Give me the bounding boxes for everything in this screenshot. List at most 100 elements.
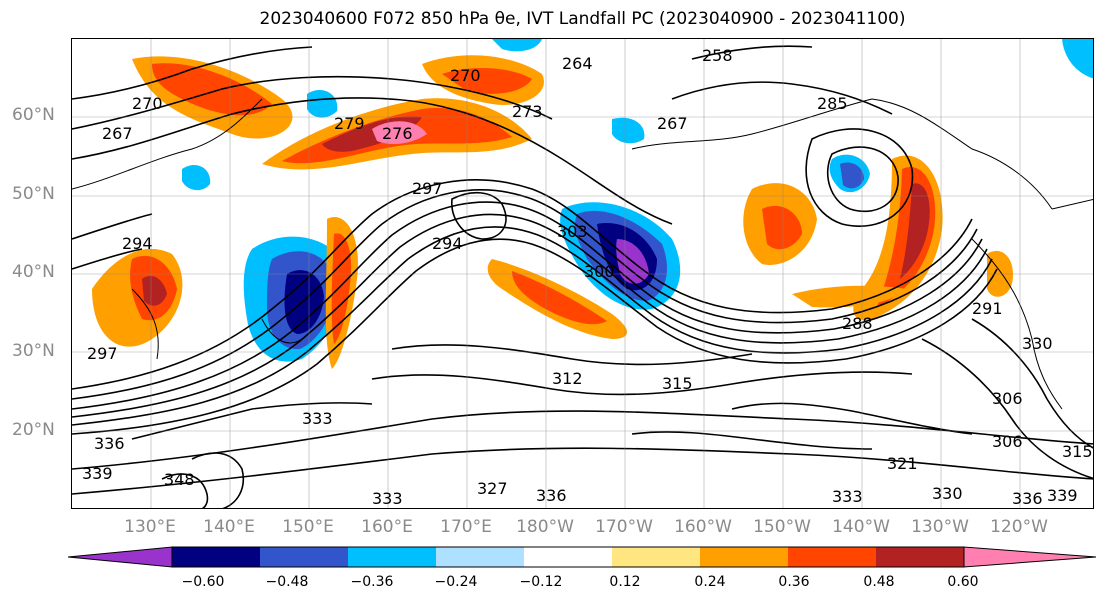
- contour-labels: 264 258 273 285 267 270 279 276 267 270 …: [82, 46, 1093, 508]
- warm-anomaly-blob: [152, 63, 272, 116]
- contour-label: 270: [450, 66, 481, 85]
- contour-label: 339: [1047, 486, 1078, 505]
- contour-label: 267: [102, 124, 133, 143]
- contour-label: 294: [432, 234, 463, 253]
- contour-label: 306: [992, 432, 1023, 451]
- warm-anomaly-blob: [900, 183, 930, 279]
- contour-label: 330: [1022, 334, 1053, 353]
- contour-label: 273: [512, 102, 543, 121]
- warm-anomaly-blob: [762, 205, 802, 250]
- colorbar-tick-label: −0.36: [350, 574, 394, 590]
- contour-label: 303: [557, 222, 588, 241]
- contour-label: 270: [132, 94, 163, 113]
- map-title: 2023040600 F072 850 hPa θe, IVT Landfall…: [259, 9, 906, 29]
- contour-label: 333: [372, 489, 403, 508]
- lon-label: 170°E: [440, 517, 492, 537]
- contour-label: 288: [842, 314, 873, 333]
- contour-label: 279: [334, 114, 365, 133]
- lon-label: 150°E: [282, 517, 334, 537]
- colorbar-segment: [260, 547, 349, 567]
- colorbar-segment: [612, 547, 701, 567]
- lon-label: 180°W: [516, 517, 574, 537]
- colorbar-segment: [788, 547, 877, 567]
- warm-anomaly-blob: [792, 285, 907, 308]
- cold-anomaly-blob: [307, 90, 338, 118]
- contour-label: 264: [562, 54, 593, 73]
- warm-anomaly-blob: [142, 275, 167, 306]
- colorbar-segment: [876, 547, 965, 567]
- contour-label: 333: [832, 487, 863, 506]
- lon-label: 120°W: [990, 517, 1048, 537]
- colorbar-segment: [524, 547, 613, 567]
- contour-label: 321: [887, 454, 918, 473]
- map-svg: 264 258 273 285 267 270 279 276 267 270 …: [72, 39, 1093, 508]
- contour-label: 312: [552, 369, 583, 388]
- coastlines: [72, 98, 1093, 410]
- contour-label: 306: [992, 389, 1023, 408]
- lon-label: 140°E: [203, 517, 255, 537]
- colorbar-tick-label: 0.24: [694, 574, 726, 590]
- lon-label: 160°W: [674, 517, 732, 537]
- colorbar-tick-label: −0.60: [181, 574, 225, 590]
- contour-label: 339: [82, 464, 113, 483]
- colorbar-segment: [436, 547, 525, 567]
- lat-label: 60°N: [12, 105, 55, 125]
- contour-label: 315: [662, 374, 693, 393]
- contour-label: 276: [382, 124, 413, 143]
- lon-label: 170°W: [595, 517, 653, 537]
- map-panel: 264 258 273 285 267 270 279 276 267 270 …: [71, 38, 1094, 509]
- contour-label: 285: [817, 94, 848, 113]
- cold-anomaly-blob: [1062, 39, 1093, 79]
- contour-label: 297: [87, 344, 118, 363]
- cold-anomaly-blob: [182, 164, 211, 191]
- colorbar-segment: [700, 547, 789, 567]
- contour-label: 327: [477, 479, 508, 498]
- contour-label: 336: [536, 486, 567, 505]
- shading-layer: [92, 39, 1093, 369]
- lon-label: 140°W: [832, 517, 890, 537]
- lon-label: 160°E: [361, 517, 413, 537]
- colorbar-tick-label: −0.12: [519, 574, 563, 590]
- colorbar-segments: [171, 546, 965, 568]
- colorbar-segment: [348, 547, 437, 567]
- warm-anomaly-blob: [442, 67, 532, 94]
- contour-label: 300: [584, 262, 615, 281]
- colorbar: [68, 546, 1096, 568]
- contour-label: 291: [972, 299, 1003, 318]
- lat-label: 50°N: [12, 184, 55, 204]
- warm-anomaly-blob: [372, 121, 427, 145]
- lat-label: 20°N: [12, 420, 55, 440]
- contour-label: 315: [1062, 442, 1093, 461]
- colorbar-tick-label: 0.48: [863, 574, 895, 590]
- colorbar-tick-label: 0.12: [609, 574, 641, 590]
- colorbar-tick-label: −0.48: [265, 574, 309, 590]
- contour-label: 258: [702, 46, 733, 65]
- lat-label: 40°N: [12, 262, 55, 282]
- lon-label: 150°W: [753, 517, 811, 537]
- contour-label: 294: [122, 234, 153, 253]
- colorbar-tick-label: −0.24: [434, 574, 478, 590]
- cold-anomaly-blob: [612, 117, 645, 144]
- cold-anomaly-blob: [840, 162, 864, 189]
- lon-label: 130°E: [124, 517, 176, 537]
- contour-label: 330: [932, 484, 963, 503]
- lon-label: 130°W: [911, 517, 969, 537]
- contour-label: 297: [412, 179, 443, 198]
- contour-label: 333: [302, 409, 333, 428]
- contour-label: 336: [94, 434, 125, 453]
- warm-anomaly-blob: [331, 233, 352, 344]
- colorbar-extend-left: [68, 546, 173, 568]
- theta-e-contours: [72, 45, 1093, 508]
- cold-anomaly-blob: [284, 270, 324, 334]
- contour-label: 267: [657, 114, 688, 133]
- colorbar-segment: [172, 547, 261, 567]
- colorbar-tick-label: 0.36: [778, 574, 810, 590]
- contour-label: 336: [1012, 489, 1043, 508]
- lat-label: 30°N: [12, 341, 55, 361]
- graticule: [72, 39, 1093, 508]
- colorbar-tick-label: 0.60: [947, 574, 979, 590]
- warm-anomaly-blob: [512, 271, 607, 325]
- contour-label: 348: [164, 470, 195, 489]
- cold-anomaly-blob: [492, 39, 542, 52]
- colorbar-extend-right: [963, 546, 1096, 568]
